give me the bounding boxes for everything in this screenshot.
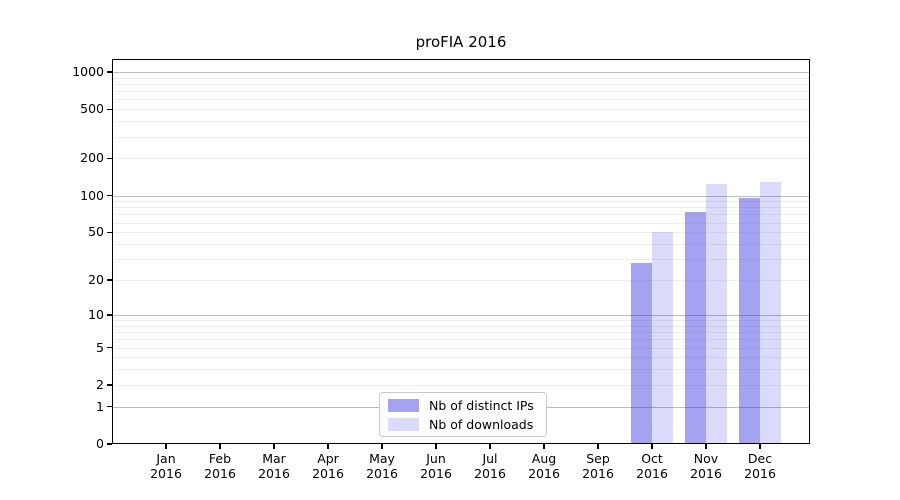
x-axis-tick xyxy=(759,444,761,449)
x-axis-label-jan: Jan 2016 xyxy=(150,451,182,481)
gridline-minor xyxy=(112,369,810,371)
gridline-minor xyxy=(112,158,810,160)
y-axis-label: 1 xyxy=(96,398,104,414)
y-axis-tick xyxy=(107,279,112,281)
x-axis-label-oct: Oct 2016 xyxy=(636,451,668,481)
x-axis-label-aug: Aug 2016 xyxy=(528,451,560,481)
gridline-minor xyxy=(112,121,810,123)
y-axis-label: 20 xyxy=(88,272,104,287)
gridline-minor xyxy=(112,347,810,349)
x-axis-tick xyxy=(597,444,599,449)
y-axis-tick xyxy=(107,157,112,160)
y-axis-label: 10 xyxy=(88,306,104,322)
y-axis-tick xyxy=(107,71,112,73)
gridline-minor xyxy=(112,99,810,101)
y-axis-label: 0 xyxy=(96,436,104,451)
gridline-minor xyxy=(112,214,810,216)
bar-nb-of-downloads-nov xyxy=(706,183,727,444)
y-axis-label: 200 xyxy=(80,150,104,166)
gridline-minor xyxy=(112,280,810,281)
y-axis-tick xyxy=(107,443,112,445)
gridline-minor xyxy=(112,207,810,209)
x-axis-tick xyxy=(219,444,221,449)
y-axis-label: 5 xyxy=(96,339,104,355)
gridline-minor xyxy=(112,232,810,234)
gridline-minor xyxy=(112,259,810,261)
bar-nb-of-distinct-ips-dec xyxy=(739,197,760,444)
gridline-minor xyxy=(112,244,810,245)
x-axis-tick xyxy=(651,444,653,449)
gridline-minor xyxy=(112,332,810,333)
x-axis-label-sep: Sep 2016 xyxy=(582,451,614,481)
y-axis-label: 2 xyxy=(96,376,104,392)
legend-swatch-downloads xyxy=(388,417,419,431)
x-axis-label-jul: Jul 2016 xyxy=(474,451,506,481)
gridline-major xyxy=(112,195,810,197)
y-axis-tick xyxy=(107,108,112,110)
x-axis-tick xyxy=(381,444,383,449)
gridline-minor xyxy=(112,91,810,93)
gridline-minor xyxy=(112,384,810,386)
y-axis-label: 500 xyxy=(80,101,104,117)
gridline-minor xyxy=(112,339,810,341)
x-axis-tick xyxy=(327,444,329,449)
gridline-minor xyxy=(112,325,810,327)
x-axis-tick xyxy=(435,444,437,449)
bar-nb-of-distinct-ips-oct xyxy=(631,262,652,444)
legend-label-downloads: Nb of downloads xyxy=(429,416,534,432)
gridline-major xyxy=(112,71,810,73)
legend-item-distinct-ips: Nb of distinct IPs xyxy=(388,398,538,413)
x-axis-label-nov: Nov 2016 xyxy=(690,451,722,481)
x-axis-tick xyxy=(273,444,275,449)
bar-nb-of-distinct-ips-nov xyxy=(685,211,706,444)
y-axis-label: 50 xyxy=(88,224,104,240)
x-axis-label-mar: Mar 2016 xyxy=(258,451,290,481)
legend-item-downloads: Nb of downloads xyxy=(388,417,538,432)
x-axis-label-may: May 2016 xyxy=(366,451,398,481)
chart-title: proFIA 2016 xyxy=(415,33,507,51)
x-axis-tick xyxy=(705,444,707,449)
gridline-minor xyxy=(112,77,810,79)
x-axis-tick xyxy=(543,444,545,449)
gridline-minor xyxy=(112,109,810,111)
gridline-minor xyxy=(112,320,810,321)
legend: Nb of distinct IPs Nb of downloads xyxy=(379,392,547,437)
gridline-major xyxy=(112,314,810,316)
x-axis-tick xyxy=(489,444,491,449)
y-axis-tick xyxy=(107,384,112,386)
y-axis-tick xyxy=(107,231,112,233)
x-axis-label-dec: Dec 2016 xyxy=(744,451,776,481)
gridline-minor xyxy=(112,83,810,85)
y-axis-tick xyxy=(107,346,112,349)
x-axis-label-feb: Feb 2016 xyxy=(204,451,236,481)
legend-swatch-distinct-ips xyxy=(388,398,419,412)
x-axis-label-jun: Jun 2016 xyxy=(420,451,452,481)
x-axis-tick xyxy=(165,444,167,449)
y-axis-label: 1000 xyxy=(72,63,104,79)
gridline-minor xyxy=(112,222,810,224)
y-axis-tick xyxy=(107,405,112,408)
y-axis-tick xyxy=(107,194,112,197)
legend-label-distinct-ips: Nb of distinct IPs xyxy=(429,397,534,413)
gridline-minor xyxy=(112,357,810,359)
y-axis-label: 100 xyxy=(80,187,104,203)
gridline-minor xyxy=(112,136,810,138)
y-axis-tick xyxy=(107,314,112,316)
bar-nb-of-downloads-dec xyxy=(760,181,781,444)
x-axis-label-apr: Apr 2016 xyxy=(312,451,344,481)
gridline-minor xyxy=(112,201,810,203)
bar-nb-of-downloads-oct xyxy=(652,232,673,444)
